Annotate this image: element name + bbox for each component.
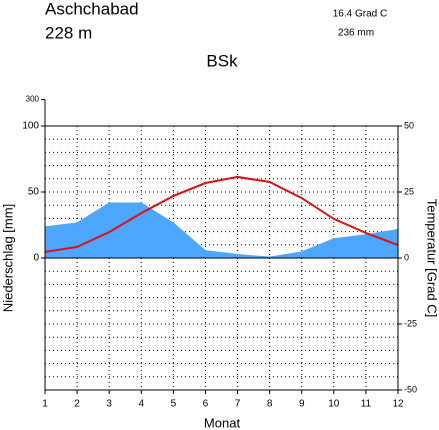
x-tick-label: 8 [267, 399, 273, 410]
elevation: 228 m [45, 23, 92, 42]
y-axis-label: Niederschlag [mm] [0, 204, 15, 312]
mean-temperature: 16.4 Grad C [333, 9, 387, 20]
annual-precipitation: 236 mm [338, 28, 374, 39]
x-tick-label: 9 [299, 399, 305, 410]
y2-tick-label: 50 [404, 120, 414, 130]
y-tick-label: 0 [33, 253, 39, 264]
x-tick-label: 12 [392, 399, 404, 410]
x-tick-label: 1 [42, 399, 48, 410]
y2-tick-label: -25 [404, 318, 417, 328]
x-tick-label: 7 [235, 399, 241, 410]
y-tick-label: 100 [22, 121, 39, 132]
x-tick-label: 3 [106, 399, 112, 410]
x-axis-label: Monat [204, 415, 241, 430]
y-tick-label: 50 [28, 187, 40, 198]
x-tick-label: 5 [171, 399, 177, 410]
x-tick-label: 11 [361, 399, 372, 410]
chart-title: BSk [206, 51, 238, 70]
precipitation-area [45, 202, 398, 258]
y2-tick-label: 25 [404, 186, 414, 196]
y2-tick-label: -50 [404, 384, 417, 394]
x-tick-label: 10 [328, 399, 340, 410]
y2-tick-label: 0 [404, 252, 409, 262]
x-tick-label: 2 [74, 399, 80, 410]
y-tick-label: 300 [26, 95, 40, 104]
y2-axis-label: Temperatur [Grad C] [425, 199, 439, 318]
station: Aschchabad [45, 0, 139, 18]
x-tick-label: 4 [138, 399, 144, 410]
temperature-line [44, 175, 399, 253]
x-tick-label: 6 [203, 399, 209, 410]
